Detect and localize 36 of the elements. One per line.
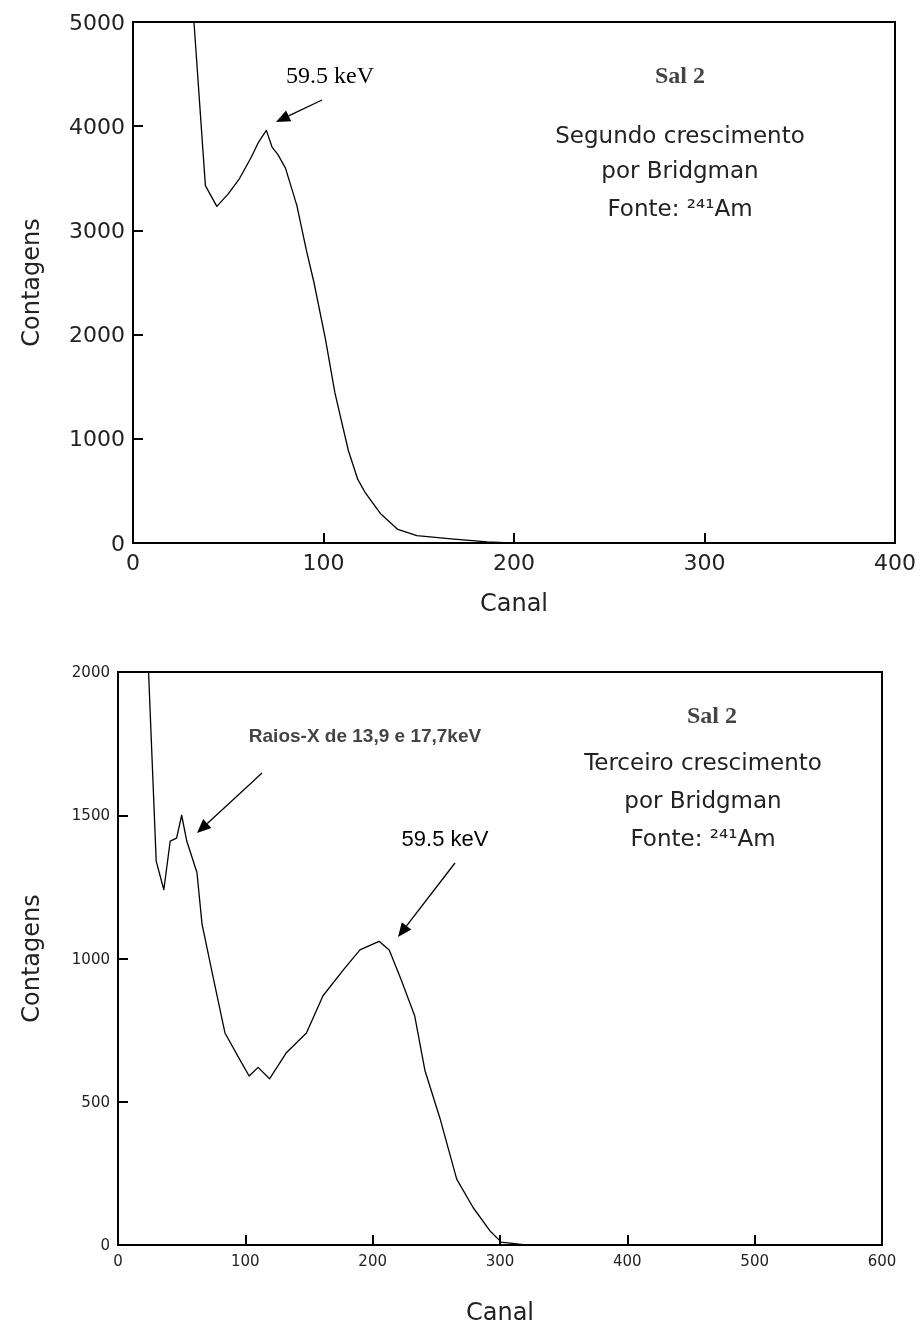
x-tick-label: 400: [613, 1251, 642, 1270]
y-axis-title: Contagens: [17, 894, 45, 1023]
y-tick-label: 3000: [69, 217, 125, 243]
x-tick-label: 200: [358, 1251, 387, 1270]
x-tick-label: 200: [493, 549, 535, 575]
y-axis-title: Contagens: [17, 218, 45, 347]
y-tick-label: 1000: [69, 426, 125, 452]
annotation: Terceiro crescimento: [583, 749, 822, 775]
y-tick-label: 2000: [69, 322, 125, 348]
annotation: Sal 2: [654, 62, 706, 88]
x-tick-label: 300: [485, 1251, 515, 1270]
y-tick-label: 4000: [69, 113, 125, 139]
annotation: 59.5 keV: [286, 62, 375, 88]
x-tick-label: 100: [302, 549, 345, 575]
x-axis-title: Canal: [465, 1298, 535, 1326]
y-tick-label: 500: [81, 1092, 110, 1111]
x-tick-label: 300: [683, 549, 726, 575]
y-tick-label: 2000: [71, 663, 110, 681]
annotation: Fonte: ²⁴¹Am: [630, 825, 776, 851]
y-tick-label: 5000: [69, 9, 125, 35]
x-axis-title: Canal: [479, 589, 549, 617]
annotation: 59.5 keV: [401, 825, 489, 851]
x-tick-label: 400: [874, 549, 916, 575]
annotation: por Bridgman: [624, 787, 782, 813]
y-tick-label: 1000: [71, 949, 110, 968]
y-tick-label: 1500: [71, 806, 110, 825]
annotation: por Bridgman: [601, 157, 759, 183]
annotation: Fonte: ²⁴¹Am: [607, 195, 753, 221]
x-tick-label: 600: [867, 1251, 897, 1270]
x-tick-label: 100: [231, 1251, 260, 1270]
annotation: Sal 2: [686, 702, 738, 728]
x-tick-label: 500: [740, 1251, 769, 1270]
y-tick-label: 0: [100, 1236, 110, 1254]
annotation: Raios-X de 13,9 e 17,7keV: [248, 724, 482, 746]
annotation: Segundo crescimento: [555, 122, 805, 148]
y-tick-label: 0: [111, 530, 125, 556]
